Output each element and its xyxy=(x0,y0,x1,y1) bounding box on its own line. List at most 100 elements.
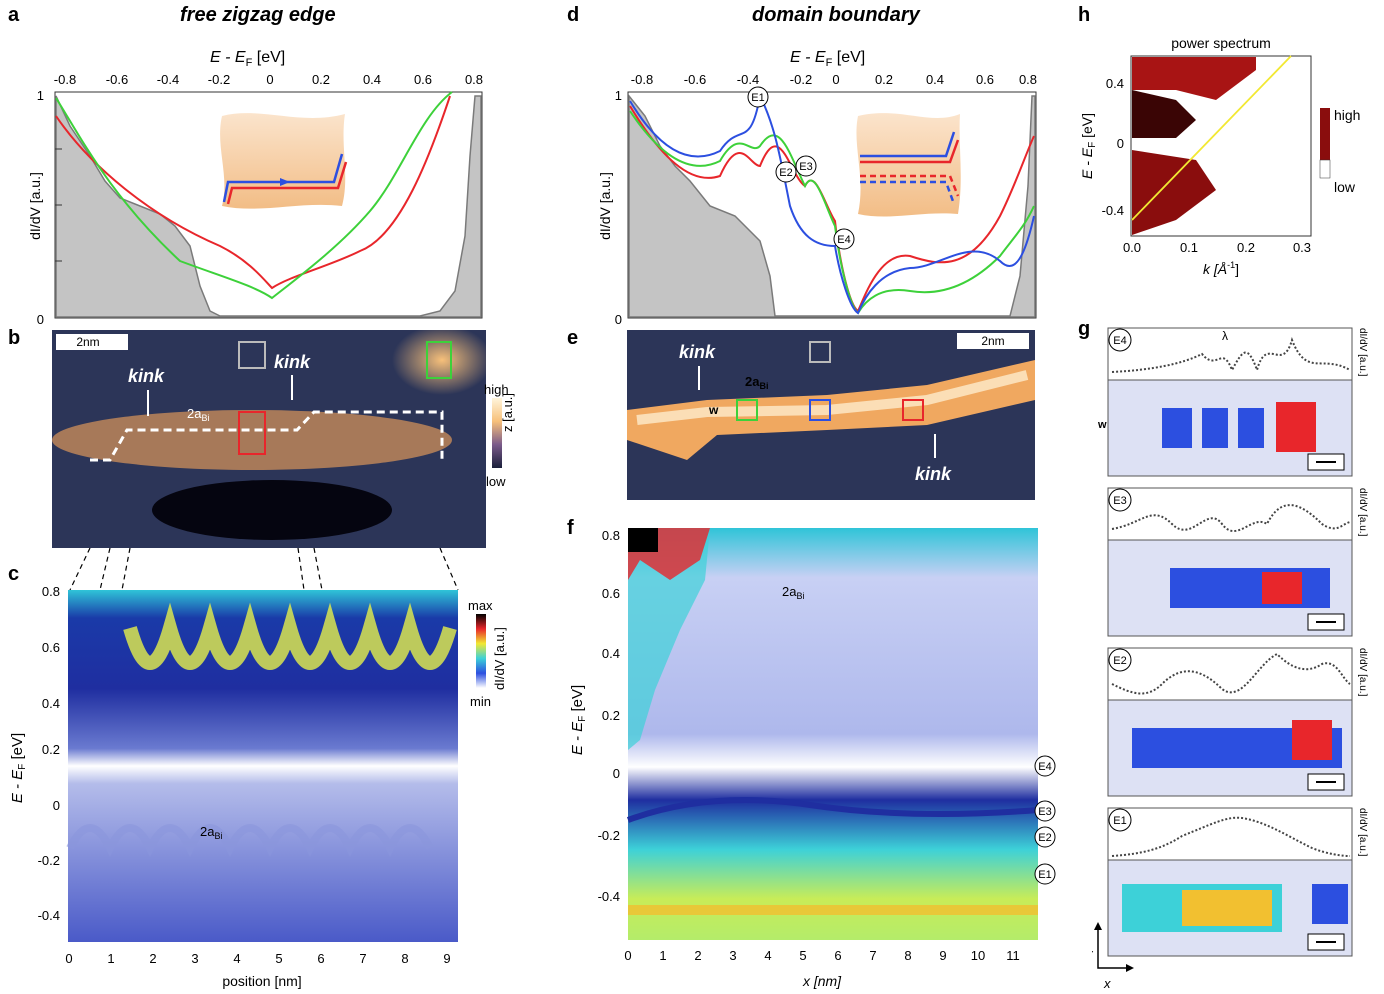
scalebar-label-e: 2nm xyxy=(981,334,1004,348)
scalebar-label-b: 2nm xyxy=(76,335,99,349)
connectors-c xyxy=(69,548,459,591)
colorbar-c xyxy=(476,614,486,688)
ytick-c-6: -0.4 xyxy=(38,908,60,923)
axis-c-unit: [eV] xyxy=(9,733,26,764)
colorbar-c-max: max xyxy=(468,598,493,613)
ytick-f-3: 0.2 xyxy=(602,708,620,723)
panel-h: power spectrum 0.4 0 -0.4 0.0 0.1 0.2 0.… xyxy=(1079,35,1360,277)
xtick-c-7: 7 xyxy=(359,951,366,966)
ytick-a-0: 0 xyxy=(37,312,44,327)
inset-red-line-a xyxy=(226,161,348,205)
inset-arrow-a xyxy=(280,178,290,186)
tick-d-3: -0.2 xyxy=(790,72,812,87)
ytick-marks-a xyxy=(55,148,62,262)
xticks-c: 0 1 2 3 4 5 6 7 8 9 xyxy=(65,951,450,966)
panel-e-topography: kink kink w 2aBi 2nm xyxy=(627,330,1035,500)
map-f-states-line xyxy=(626,797,1039,823)
colorbar-h-low-label: low xyxy=(1334,179,1356,195)
marker-gray-b xyxy=(238,341,266,369)
colorbar-b xyxy=(492,398,502,468)
g-x-label: x xyxy=(1103,976,1111,991)
g-e4-spot1 xyxy=(1162,408,1192,448)
abi-f-main: 2a xyxy=(782,584,797,599)
yticks-c: 0.8 0.6 0.4 0.2 0 -0.2 -0.4 xyxy=(38,584,60,923)
inset-blue-dashed-d xyxy=(860,180,956,205)
inset-blue-d xyxy=(860,131,956,158)
axis-e-sub: F xyxy=(246,57,253,69)
axis-label-didv-d: dI/dV [a.u.] xyxy=(597,172,613,240)
colorbar-h-high-label: high xyxy=(1334,107,1360,123)
marker-green-e xyxy=(736,399,758,421)
xtick-f-5: 5 xyxy=(799,948,806,963)
abi-e-sub: Bi xyxy=(759,381,768,391)
ytick-a-1: 1 xyxy=(37,88,44,103)
scalebar-bg-b xyxy=(56,334,128,350)
state-label-e1: E1 xyxy=(751,92,764,104)
axis-label-energy-c: E - EF [eV] xyxy=(9,733,28,803)
title-power-spectrum: power spectrum xyxy=(1171,35,1271,51)
xtick-h-0: 0.0 xyxy=(1123,240,1141,255)
axis-label-energy-a: E - EF [eV] xyxy=(210,49,285,69)
inset-ribbon-a xyxy=(220,113,346,209)
g-e3-profile xyxy=(1111,504,1351,532)
xtick-c-8: 8 xyxy=(401,951,408,966)
ytick-d-1: 1 xyxy=(615,88,622,103)
g-e4-badge-label: E4 xyxy=(1113,335,1126,347)
kink-label-b1: kink xyxy=(128,366,165,386)
tick-d-5: 0.2 xyxy=(875,72,893,87)
topo-dark-area-b xyxy=(152,480,392,540)
state-circle-e1 xyxy=(747,86,769,108)
g-e2-badge xyxy=(1108,648,1132,672)
tick-d-1: -0.6 xyxy=(684,72,706,87)
axis-d-sub: F xyxy=(826,57,833,69)
tick-d-6: 0.4 xyxy=(926,72,944,87)
axis-f-unit: [eV] xyxy=(569,685,586,716)
tick-d-8: 0.8 xyxy=(1019,72,1037,87)
xtick-f-3: 3 xyxy=(729,948,736,963)
state-label-e2: E2 xyxy=(779,167,792,179)
g-e4-lambda: λ xyxy=(1222,329,1228,343)
xtick-f-11: 11 xyxy=(1006,948,1020,963)
g-e1-badge xyxy=(1108,808,1132,832)
g-e2-spot-hot xyxy=(1292,720,1332,760)
spectrum-dark-mid xyxy=(1132,90,1196,138)
map-c-lower-waves xyxy=(66,824,434,857)
inset-red-d xyxy=(860,139,960,164)
state-label-e4: E4 xyxy=(837,234,850,246)
axis-f-sub: F xyxy=(577,716,588,722)
ytick-c-5: -0.2 xyxy=(38,853,60,868)
abi-label-b: 2aBi xyxy=(187,406,209,423)
ticks-energy-a: -0.8 -0.6 -0.4 -0.2 0 0.2 0.4 0.6 0.8 xyxy=(54,72,483,87)
axis-label-energy-h: E - EF [eV] xyxy=(1079,113,1098,179)
curve-green-d xyxy=(629,110,1035,315)
state-f-e4-label: E4 xyxy=(1038,761,1051,773)
curve-green-a xyxy=(55,91,453,300)
abi-label-e: 2aBi xyxy=(745,374,768,391)
axis-f-e: E - E xyxy=(569,721,586,755)
axis-k-sup: -1 xyxy=(1227,260,1235,270)
abi-c-sub: Bi xyxy=(214,831,222,841)
panel-c: 2aBi 0.8 0.6 0.4 0.2 0 -0.2 -0.4 0 1 2 3… xyxy=(9,548,459,989)
xtick-c-3: 3 xyxy=(191,951,198,966)
tick-a-0: -0.8 xyxy=(54,72,76,87)
xticks-f: 0 1 2 3 4 5 6 7 8 9 10 11 xyxy=(624,948,1019,963)
g-e3-didv: dI/dV [a.u.] xyxy=(1357,488,1368,537)
g-e1-profile xyxy=(1111,816,1351,857)
ytick-f-0: 0.8 xyxy=(602,528,620,543)
panel-letter-b: b xyxy=(8,327,21,349)
map-f-black xyxy=(628,528,658,552)
axis-e-unit: [eV] xyxy=(252,49,285,66)
state-f-e4 xyxy=(1034,755,1056,777)
ytick-f-1: 0.6 xyxy=(602,586,620,601)
scalebar-bg-e xyxy=(957,333,1029,349)
g-e1-spot-hot xyxy=(1182,890,1272,926)
g-xy-axes xyxy=(1097,924,1132,969)
ytick-c-1: 0.6 xyxy=(42,640,60,655)
abi-f-sub: Bi xyxy=(796,591,804,601)
map-f-hot-corner xyxy=(628,528,710,750)
state-f-e3 xyxy=(1034,800,1056,822)
ytick-h-2: -0.4 xyxy=(1102,203,1124,218)
g-e3-profile-frame xyxy=(1107,487,1353,541)
panel-letter-h: h xyxy=(1078,4,1091,26)
panel-letter-f: f xyxy=(567,517,574,539)
